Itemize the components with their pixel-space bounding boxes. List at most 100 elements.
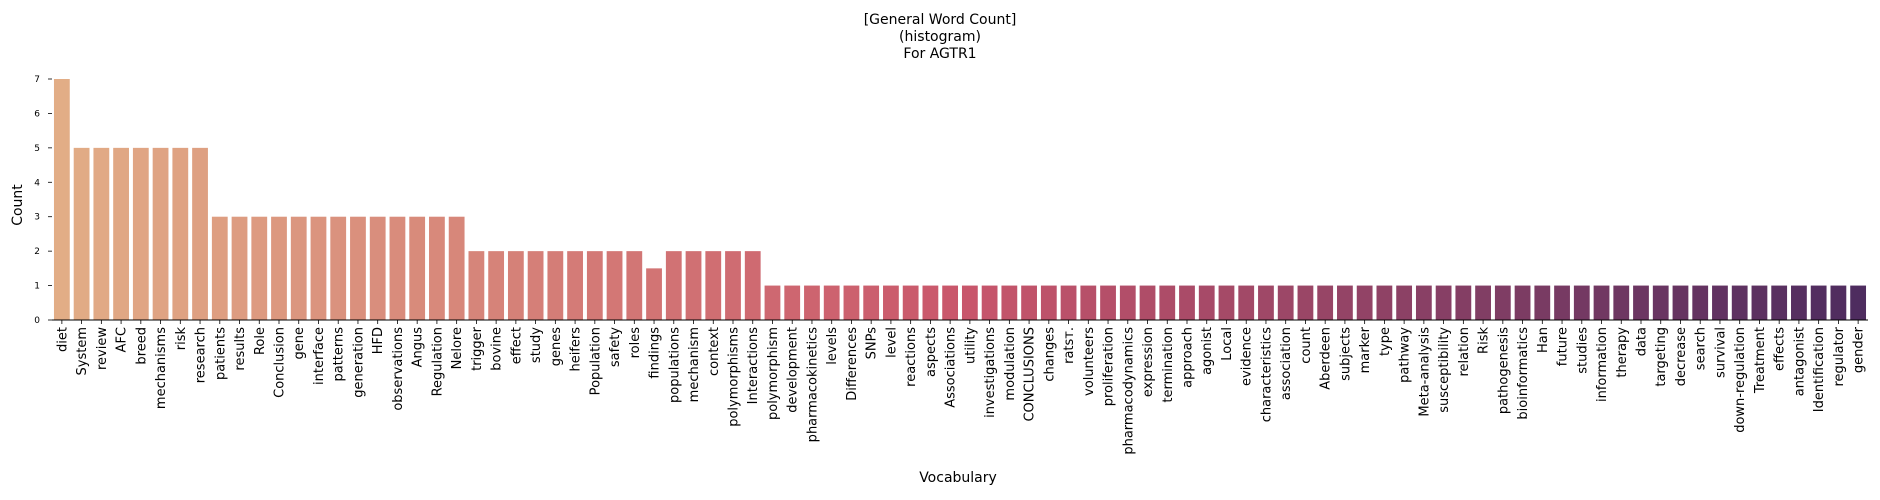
x-tick-label: Population — [588, 327, 603, 395]
bar-characteristics — [1258, 285, 1274, 320]
bar-trigger — [468, 251, 485, 320]
x-tick-label: therapy — [1615, 327, 1630, 378]
x-tick-label: patterns — [332, 327, 347, 382]
x-tick-label: research — [194, 327, 209, 383]
x-tick-label: Identification — [1812, 327, 1827, 412]
bar-development — [784, 285, 801, 320]
bar-susceptibility — [1435, 285, 1452, 320]
x-tick-label: Differences — [845, 327, 860, 401]
bar-Population — [586, 251, 603, 320]
y-tick-label: 5 — [34, 144, 40, 154]
bar-studies — [1573, 285, 1590, 320]
x-tick-label: populations — [667, 327, 682, 403]
x-tick-label: investigations — [983, 327, 998, 418]
bar-Local — [1218, 285, 1235, 320]
bar-Treatment — [1751, 285, 1768, 320]
x-tick-label: Meta-analysis — [1417, 327, 1432, 417]
x-tick-label: effects — [1773, 327, 1788, 371]
bar-bioinformatics — [1514, 285, 1531, 320]
x-axis: diet System review AFC breed mechanisms risk re… — [52, 319, 1868, 455]
x-tick-label: approach — [1181, 327, 1196, 388]
x-tick-label: Regulation — [430, 327, 445, 396]
x-tick-label: polymorphism — [766, 327, 781, 420]
x-tick-label: search — [1694, 327, 1709, 370]
x-tick-label: pharmacokinetics — [805, 327, 820, 443]
x-tick-label: AFC — [115, 327, 130, 352]
x-tick-label: reactions — [904, 327, 919, 387]
bar-Regulation — [429, 216, 445, 320]
bar-effects — [1771, 285, 1788, 320]
bar-reactions — [902, 285, 919, 320]
x-tick-label: generation — [351, 327, 366, 398]
x-tick-label: gender — [1852, 326, 1867, 373]
bar-CONCLUSIONS — [1021, 285, 1037, 320]
x-tick-label: studies — [1575, 327, 1590, 374]
x-tick-label: proliferation — [1102, 327, 1117, 406]
x-tick-label: down-regulation — [1733, 327, 1748, 433]
bar-Interactions — [744, 251, 761, 320]
x-tick-label: trigger — [470, 326, 485, 371]
x-tick-label: review — [95, 327, 110, 370]
bar-observations — [389, 216, 406, 320]
x-tick-label: data — [1635, 327, 1650, 356]
bar-ratsт. — [1060, 285, 1077, 320]
bar-Han — [1534, 285, 1551, 320]
bar-Identification — [1810, 285, 1827, 320]
x-tick-label: characteristics — [1259, 327, 1274, 422]
x-tick-label: interface — [312, 327, 327, 385]
bar-Nelore — [448, 216, 465, 320]
bar-mechanisms — [152, 147, 169, 320]
x-tick-label: agonist — [1200, 327, 1215, 375]
bar-bovine — [488, 251, 505, 320]
x-tick-label: levels — [825, 327, 840, 365]
bar-future — [1554, 285, 1570, 320]
x-tick-label: System — [75, 327, 90, 375]
x-tick-label: genes — [549, 327, 564, 366]
x-tick-label: mechanism — [687, 327, 702, 402]
x-tick-label: mechanisms — [154, 327, 169, 409]
x-tick-label: decrease — [1674, 327, 1689, 386]
x-tick-label: volunteers — [1082, 327, 1097, 396]
bar-genes — [547, 251, 564, 320]
x-tick-label: aspects — [924, 327, 939, 377]
bar-pathway — [1396, 285, 1413, 320]
y-tick-label: 4 — [34, 178, 40, 188]
x-tick-label: patients — [213, 327, 228, 380]
x-tick-label: pathway — [1398, 327, 1413, 383]
x-tick-label: future — [1556, 327, 1571, 366]
bar-polymorphism — [764, 285, 781, 320]
bar-polymorphisms — [725, 251, 741, 320]
bar-information — [1593, 285, 1610, 320]
x-tick-label: observations — [391, 327, 406, 411]
bar-Conclusion — [271, 216, 287, 320]
bar-investigations — [981, 285, 998, 320]
bar-Aberdeen — [1317, 285, 1334, 320]
x-tick-label: antagonist — [1792, 327, 1807, 396]
y-tick-label: 7 — [34, 75, 40, 85]
x-tick-label: HFD — [371, 327, 386, 354]
bar-study — [527, 251, 544, 320]
x-tick-label: results — [233, 327, 248, 371]
x-tick-label: evidence — [1240, 327, 1255, 386]
x-tick-label: bioinformatics — [1516, 327, 1531, 420]
x-tick-label: expression — [1141, 327, 1156, 397]
y-tick-label: 0 — [34, 316, 40, 326]
bar-System — [73, 147, 90, 320]
bar-approach — [1179, 285, 1195, 320]
x-tick-label: polymorphisms — [727, 327, 742, 427]
bar-interface — [310, 216, 327, 320]
bar-review — [93, 147, 110, 320]
bar-data — [1633, 285, 1649, 320]
bar-evidence — [1238, 285, 1255, 320]
bar-modulation — [1001, 285, 1018, 320]
chart-title-line-3: For AGTR1 — [903, 46, 977, 62]
x-tick-label: Han — [1536, 327, 1551, 353]
x-tick-label: information — [1595, 327, 1610, 402]
x-tick-label: pathogenesis — [1496, 327, 1511, 414]
x-tick-label: regulator — [1832, 326, 1847, 386]
bar-pharmacodynamics — [1119, 285, 1136, 320]
y-tick-label: 2 — [34, 247, 40, 257]
bar-pharmacokinetics — [804, 285, 820, 320]
bar-findings — [646, 268, 662, 320]
bar-utility — [961, 285, 978, 320]
